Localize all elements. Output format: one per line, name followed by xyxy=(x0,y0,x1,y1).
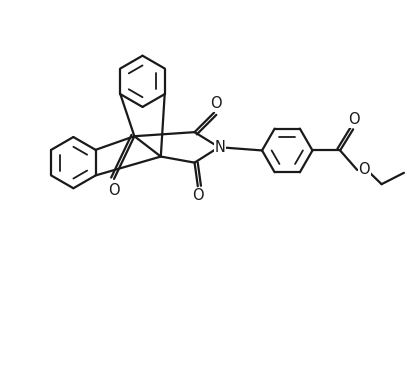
Text: O: O xyxy=(210,96,222,111)
Text: O: O xyxy=(108,183,120,198)
Text: O: O xyxy=(358,162,370,176)
Text: O: O xyxy=(192,188,204,204)
Text: O: O xyxy=(348,112,360,127)
Text: N: N xyxy=(214,140,225,155)
